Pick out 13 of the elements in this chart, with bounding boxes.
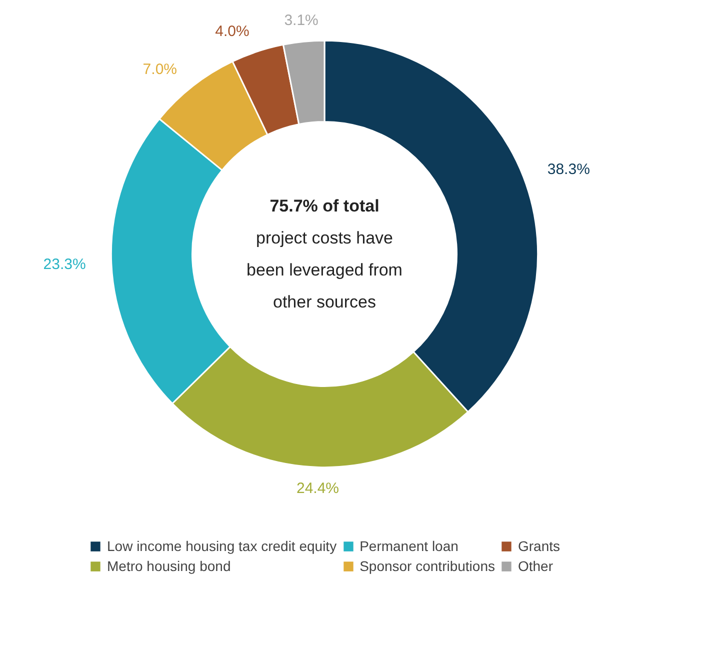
data-label: 7.0% bbox=[142, 60, 178, 78]
text: 75.7% of total project costs have been leveraged from other sources bbox=[246, 196, 402, 312]
legend-label: Metro housing bond bbox=[106, 558, 231, 574]
legend-label: Sponsor contributions bbox=[360, 558, 495, 574]
data-label: 23.3% bbox=[43, 256, 86, 274]
data-label: 3.1% bbox=[284, 12, 318, 30]
legend-label: Other bbox=[518, 558, 554, 574]
legend-label: Grants bbox=[518, 538, 560, 554]
legend-label: Low income housing tax credit equity bbox=[106, 538, 337, 554]
data-label: 38.3% bbox=[547, 160, 590, 178]
data-label: 24.4% bbox=[296, 480, 340, 497]
data-label: 4.0% bbox=[215, 22, 250, 40]
legend-label: Permanent loan bbox=[360, 538, 458, 554]
